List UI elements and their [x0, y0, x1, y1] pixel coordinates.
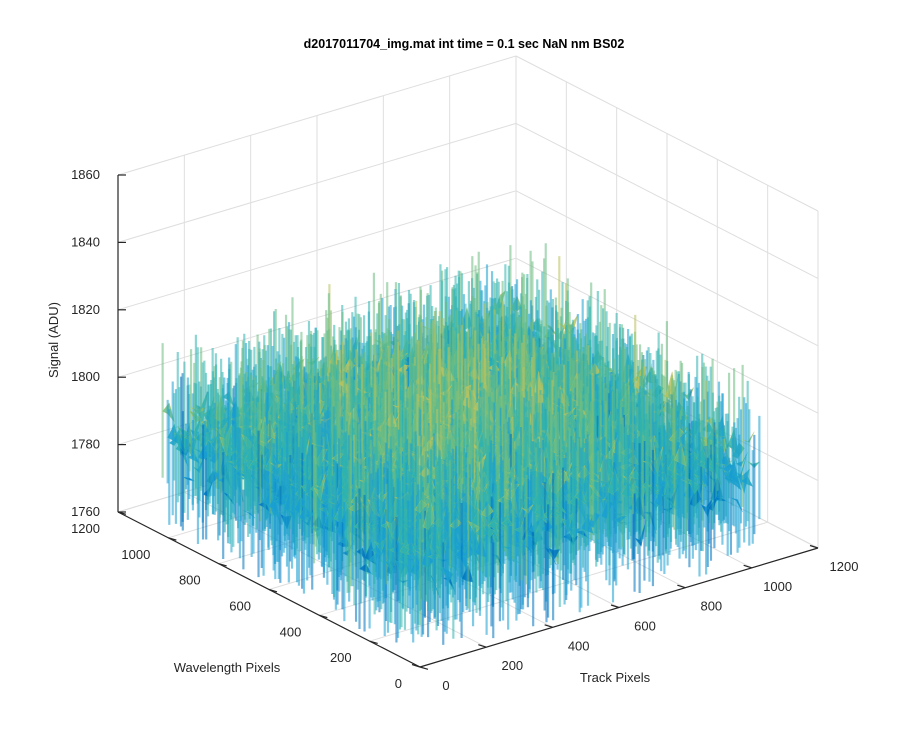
- chart-title: d2017011704_img.mat int time = 0.1 sec N…: [304, 37, 625, 51]
- grid-line: [515, 55, 819, 212]
- grid-line: [117, 190, 517, 311]
- grid-line: [117, 257, 517, 378]
- grid-line: [515, 122, 819, 279]
- grid-line: [515, 190, 819, 347]
- grid-line: [117, 122, 517, 243]
- surface-patch: [243, 510, 256, 519]
- surface-mesh: [161, 243, 761, 645]
- grid-line: [117, 55, 517, 176]
